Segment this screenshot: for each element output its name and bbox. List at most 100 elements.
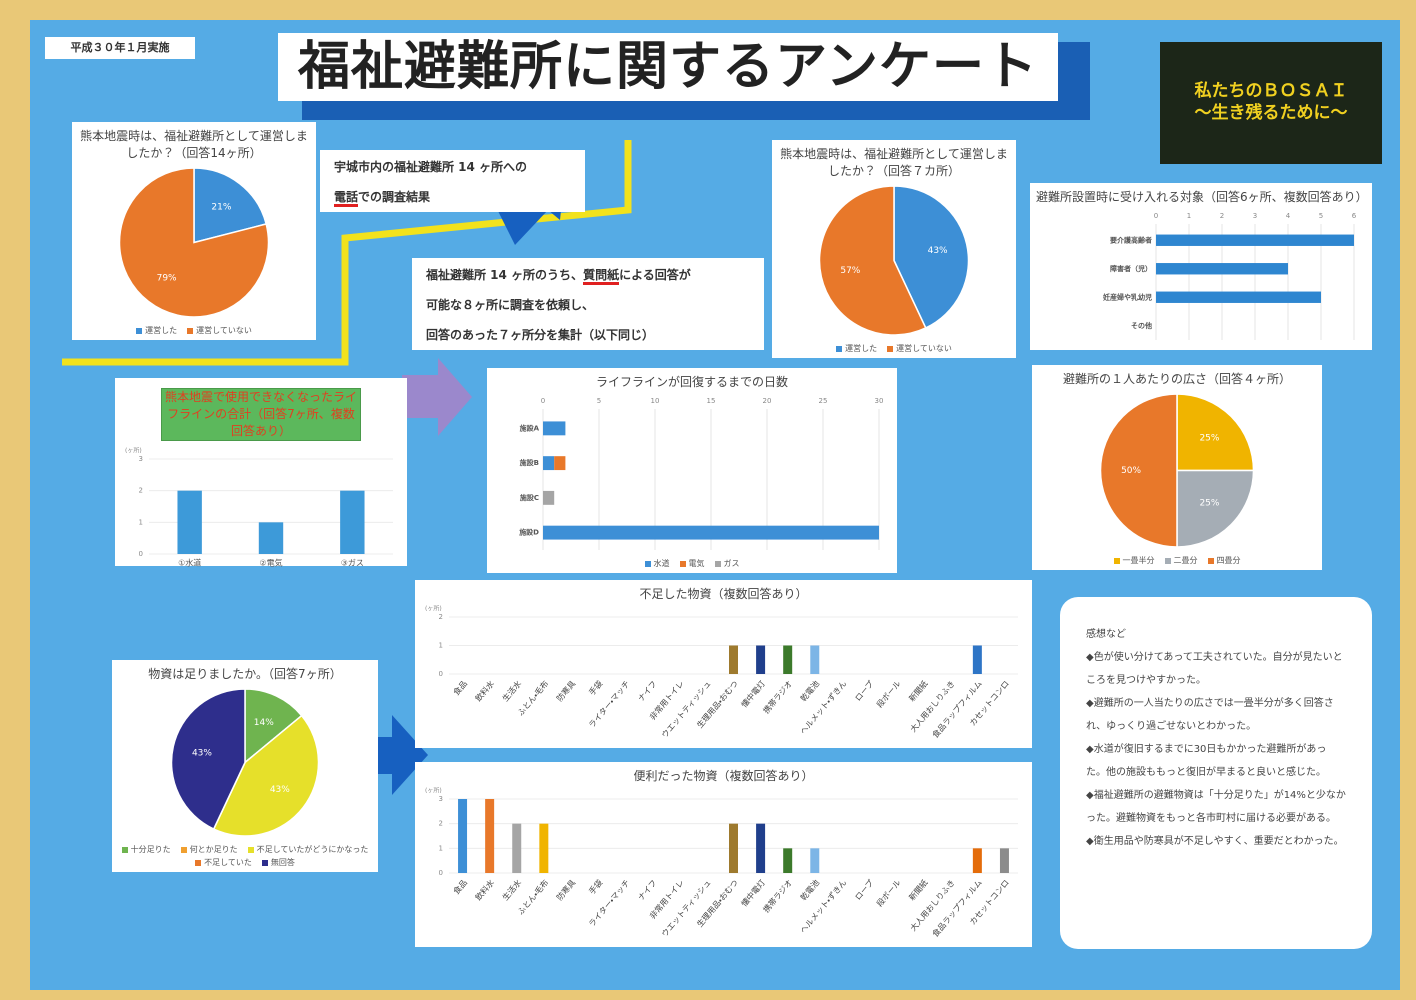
bar-segment bbox=[543, 491, 554, 505]
pie-slice bbox=[1177, 394, 1254, 471]
legend-label: 四畳分 bbox=[1217, 556, 1241, 565]
legend-item: 一畳半分 bbox=[1114, 555, 1155, 566]
comments-heading: 感想など bbox=[1086, 623, 1346, 646]
x-tick-label: 食品 bbox=[452, 878, 469, 896]
x-tick-label: ロープ bbox=[853, 679, 875, 703]
bar bbox=[539, 824, 548, 873]
x-tick-label: 0 bbox=[1154, 212, 1158, 220]
data-label: 79% bbox=[157, 273, 177, 283]
bar bbox=[783, 848, 792, 873]
x-tick-label: 防寒具 bbox=[554, 877, 577, 902]
legend-label: ガス bbox=[724, 559, 740, 568]
legend-label: 一畳半分 bbox=[1123, 556, 1155, 565]
data-label: 57% bbox=[840, 266, 860, 276]
data-label: 50% bbox=[1121, 466, 1141, 476]
y-tick-label: 妊産婦や乳幼児 bbox=[1103, 292, 1152, 301]
x-tick-label: 3 bbox=[1253, 212, 1257, 220]
intro-note: 宇城市内の福祉避難所 14 ヶ所への 電話での調査結果 bbox=[320, 150, 585, 212]
note-line: 可能な８ヶ所に調査を依頼し、 bbox=[426, 290, 750, 320]
arrow bbox=[402, 358, 472, 436]
legend: 十分足りた何とか足りた不足していたがどうにかなった不足していた無回答 bbox=[118, 842, 372, 868]
legend-label: 二畳分 bbox=[1174, 556, 1198, 565]
legend-label: 電気 bbox=[689, 559, 705, 568]
page: poster {"date_label":"平成３０年１月実施", "title… bbox=[0, 0, 1416, 1000]
y-tick-label: 1 bbox=[139, 518, 143, 526]
chart: 43%57% bbox=[778, 180, 1010, 341]
x-tick-label: ヘルメット・ずきん bbox=[798, 877, 849, 935]
x-tick-label: 30 bbox=[875, 397, 884, 405]
x-tick-label: ウエットティッシュ bbox=[660, 679, 713, 740]
x-tick-label: 10 bbox=[651, 397, 660, 405]
y-tick-label: 障害者（児） bbox=[1110, 264, 1152, 273]
legend-swatch bbox=[887, 346, 893, 352]
chart-panel: ライフラインが回復するまでの日数051015202530施設A施設B施設C施設D… bbox=[487, 368, 897, 573]
chart-panel: 熊本地震で使用できなくなったライフラインの合計（回答7ヶ所、複数回答あり）(ヶ所… bbox=[115, 378, 407, 566]
chart-title: 熊本地震時は、福祉避難所として運営しましたか？（回答14ヶ所） bbox=[78, 128, 310, 162]
legend-swatch bbox=[181, 847, 187, 853]
legend-item: 電気 bbox=[680, 558, 705, 569]
x-tick-label: 生活水 bbox=[500, 678, 523, 703]
bar bbox=[1156, 263, 1288, 274]
x-tick-label: 乾電池 bbox=[798, 678, 821, 703]
legend-item: 運営していない bbox=[887, 343, 952, 354]
badge-line: 私たちのＢＯＳＡＩ bbox=[1160, 80, 1382, 102]
y-axis-label: (ヶ所) bbox=[125, 447, 142, 455]
legend-swatch bbox=[136, 328, 142, 334]
x-tick-label: 新聞紙 bbox=[907, 877, 930, 902]
badge-line: 〜生き残るために〜 bbox=[1160, 102, 1382, 124]
chart-title: 避難所の１人あたりの広さ（回答４ヶ所） bbox=[1038, 371, 1316, 388]
bar bbox=[1156, 292, 1321, 303]
bar bbox=[512, 824, 521, 873]
poster: 平成３０年１月実施 福祉避難所に関するアンケート 私たちのＢＯＳＡＩ 〜生き残る… bbox=[0, 0, 1416, 1000]
data-label: 25% bbox=[1199, 434, 1219, 444]
legend: 一畳半分 二畳分 四畳分 bbox=[1038, 553, 1316, 566]
legend-label: 水道 bbox=[654, 559, 670, 568]
x-tick-label: 手袋 bbox=[587, 678, 605, 697]
bar bbox=[259, 522, 283, 554]
legend-item: 不足していた bbox=[195, 857, 252, 868]
bar bbox=[810, 848, 819, 873]
bar bbox=[729, 824, 738, 873]
bar bbox=[729, 646, 738, 675]
chart-panel: 熊本地震時は、福祉避難所として運営しましたか？（回答14ヶ所）21%79%運営し… bbox=[72, 122, 316, 340]
bar-segment bbox=[543, 456, 554, 470]
data-label: 43% bbox=[270, 785, 290, 795]
legend-label: 不足していたがどうにかなった bbox=[257, 845, 369, 854]
chart: 0123456要介護高齢者障害者（児）妊産婦や乳幼児その他 bbox=[1036, 206, 1366, 346]
y-tick-label: 3 bbox=[139, 455, 143, 463]
legend-item: 何とか足りた bbox=[181, 844, 238, 855]
legend-swatch bbox=[680, 561, 686, 567]
x-tick-label: 段ボール bbox=[875, 878, 902, 908]
y-tick-label: 2 bbox=[439, 820, 443, 828]
legend-swatch bbox=[715, 561, 721, 567]
y-tick-label: 施設C bbox=[520, 493, 539, 502]
x-tick-label: 生活水 bbox=[500, 877, 523, 902]
y-tick-label: 要介護高齢者 bbox=[1110, 235, 1152, 244]
bar bbox=[810, 646, 819, 675]
comment: ◆福祉避難所の避難物資は「十分足りた」が14%と少なかった。避難物資をもっと各市… bbox=[1086, 784, 1346, 830]
y-tick-label: 1 bbox=[439, 642, 443, 650]
data-label: 43% bbox=[192, 748, 212, 758]
chart-panel: 熊本地震時は、福祉避難所として運営しましたか？（回答７カ所）43%57%運営した… bbox=[772, 140, 1016, 358]
legend-label: 何とか足りた bbox=[190, 845, 238, 854]
comment: ◆衛生用品や防寒具が不足しやすく、重要だとわかった。 bbox=[1086, 830, 1346, 853]
x-tick-label: 飲料水 bbox=[473, 877, 496, 902]
legend-label: 運営していない bbox=[196, 326, 252, 335]
x-tick-label: 5 bbox=[1319, 212, 1323, 220]
legend-swatch bbox=[645, 561, 651, 567]
y-tick-label: 3 bbox=[439, 795, 443, 803]
legend-label: 運営していない bbox=[896, 344, 952, 353]
bar bbox=[177, 491, 201, 554]
chart: (ヶ所)012食品飲料水生活水ふとん・毛布防寒具手袋ライター・マッチナイフ非常用… bbox=[421, 603, 1026, 744]
legend-label: 運営した bbox=[145, 326, 177, 335]
x-tick-label: 懐中電灯 bbox=[739, 877, 767, 908]
legend-swatch bbox=[1208, 558, 1214, 564]
note-line: 電話での調査結果 bbox=[334, 182, 571, 212]
chart-title: ライフラインが回復するまでの日数 bbox=[493, 374, 891, 391]
pie-slice bbox=[1177, 471, 1254, 548]
y-tick-label: 2 bbox=[139, 487, 143, 495]
x-tick-label: ③ガス bbox=[341, 558, 364, 568]
x-tick-label: 懐中電灯 bbox=[739, 678, 767, 709]
legend-item: 運営した bbox=[136, 325, 177, 336]
